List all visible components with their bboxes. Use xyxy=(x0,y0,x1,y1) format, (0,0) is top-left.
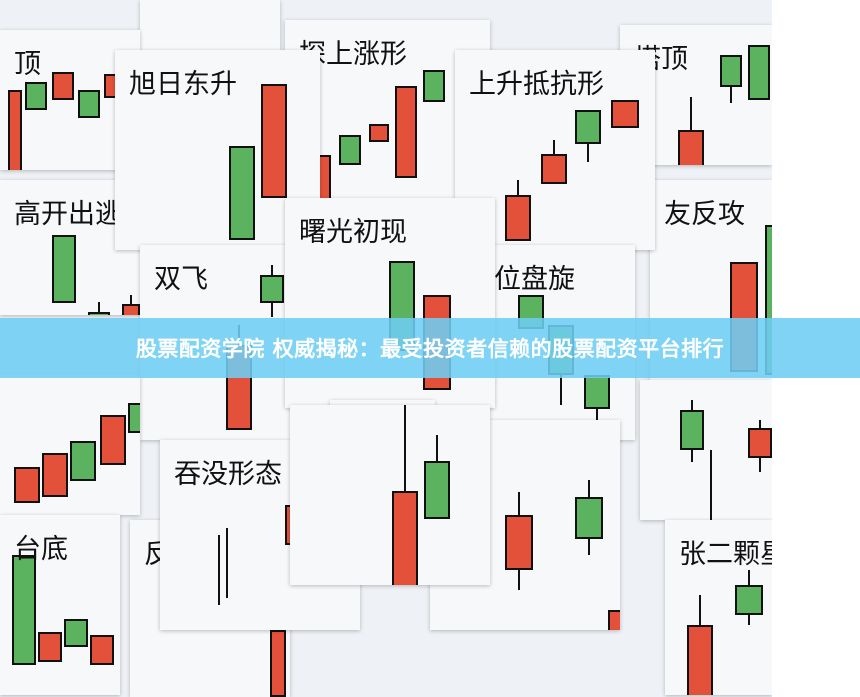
candlestick xyxy=(339,20,361,200)
candlestick xyxy=(90,515,114,695)
candlestick xyxy=(678,25,704,165)
candlestick xyxy=(8,30,22,170)
candlestick xyxy=(261,50,287,250)
candlestick xyxy=(575,50,601,250)
candlestick xyxy=(70,375,96,515)
candlestick xyxy=(25,30,47,170)
candlestick xyxy=(541,50,567,250)
candlestick xyxy=(52,30,74,170)
candlestick xyxy=(710,380,712,520)
candlestick xyxy=(218,440,220,630)
candlestick xyxy=(64,515,88,695)
pattern-card xyxy=(640,380,772,520)
pattern-title: 上升抵抗形 xyxy=(469,69,604,100)
candlestick xyxy=(392,405,418,585)
candlestick xyxy=(42,375,68,515)
candlestick xyxy=(505,50,531,250)
candlestick xyxy=(424,405,450,585)
candlestick-pattern-collage: 顶高开出逃探上涨形塔顶友反攻旭日东升上升抵抗形双飞位盘旋曙光初现台底盆大雨反吞没… xyxy=(0,0,772,697)
candlestick xyxy=(14,375,40,515)
candlestick xyxy=(88,180,110,315)
pattern-title: 曙光初现 xyxy=(299,217,407,248)
pattern-title: 顶 xyxy=(14,49,41,80)
pattern-title: 旭日东升 xyxy=(129,69,237,100)
pattern-title: 台底 xyxy=(14,534,68,565)
candlestick xyxy=(12,515,36,695)
candlestick xyxy=(575,420,603,630)
pattern-card xyxy=(140,0,280,50)
candlestick xyxy=(52,180,76,315)
pattern-title: 位盘旋 xyxy=(494,264,575,295)
candlestick xyxy=(229,50,255,250)
candlestick xyxy=(78,30,100,170)
pattern-title: 高开出逃 xyxy=(14,199,122,230)
candlestick xyxy=(369,20,389,200)
candlestick xyxy=(260,245,284,440)
candlestick xyxy=(100,375,126,515)
candlestick xyxy=(128,375,140,515)
candlestick xyxy=(687,520,713,695)
candlestick xyxy=(608,420,620,630)
candlestick xyxy=(395,20,417,200)
pattern-title: 双飞 xyxy=(154,264,208,295)
pattern-card xyxy=(0,375,140,515)
candlestick xyxy=(611,50,639,250)
candlestick xyxy=(38,515,62,695)
pattern-card: 张二颗星 xyxy=(665,520,772,695)
pattern-title: 吞没形态 xyxy=(174,459,282,490)
candlestick xyxy=(423,20,445,200)
headline-text: 股票配资学院 权威揭秘：最受投资者信赖的股票配资平台排行 xyxy=(135,337,725,361)
pattern-title: 张二颗星 xyxy=(679,539,772,570)
candlestick xyxy=(122,180,140,315)
candlestick xyxy=(226,440,228,630)
pattern-card: 台底 xyxy=(0,515,120,695)
candlestick xyxy=(748,25,770,165)
pattern-card xyxy=(290,405,490,585)
candlestick xyxy=(735,520,763,695)
candlestick xyxy=(270,520,286,697)
candlestick xyxy=(505,420,533,630)
candlestick xyxy=(720,25,742,165)
candlestick xyxy=(680,380,704,520)
pattern-card: 上升抵抗形 xyxy=(455,50,655,250)
candlestick xyxy=(748,380,772,520)
headline-banner: 股票配资学院 权威揭秘：最受投资者信赖的股票配资平台排行 xyxy=(0,318,860,378)
pattern-title: 友反攻 xyxy=(664,199,745,230)
